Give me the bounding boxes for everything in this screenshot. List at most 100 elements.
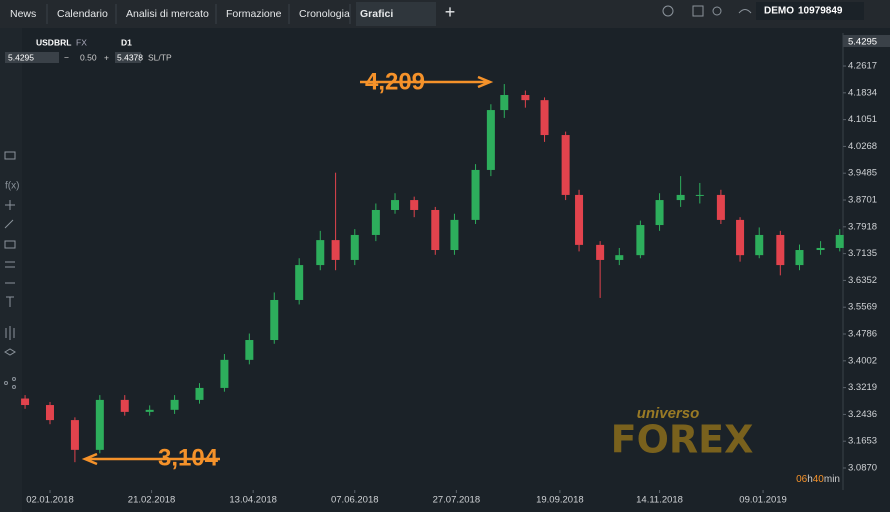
toolbar-minus[interactable]: −	[64, 52, 69, 62]
candle-body	[120, 399, 129, 412]
candle-body	[21, 398, 30, 406]
bid-box	[5, 52, 59, 63]
y-tick-label: 3.3219	[848, 382, 877, 393]
x-tick-label: 07.06.2018	[331, 495, 379, 506]
nav-tab[interactable]: Cronologia	[299, 8, 350, 20]
y-tick-label: 4.1051	[848, 114, 877, 125]
annotation: 3,104	[158, 444, 219, 471]
countdown-part: 40	[813, 474, 825, 485]
toolbar-timeframe[interactable]: D1	[121, 37, 132, 47]
candle-body	[145, 409, 154, 412]
toolbar-volume[interactable]: 0.50	[80, 52, 97, 62]
candle-body	[220, 359, 229, 388]
candle-body	[350, 234, 359, 260]
candle-body	[736, 219, 745, 256]
candle-body	[391, 200, 400, 210]
candle-body	[655, 200, 664, 226]
candle-body	[270, 299, 279, 341]
candle-body	[561, 135, 570, 195]
toolbar-market[interactable]: FX	[76, 37, 87, 47]
x-tick-label: 13.04.2018	[229, 495, 277, 506]
toolbar-icons	[4, 5, 752, 389]
candle-body	[486, 110, 495, 170]
countdown-part: min	[824, 474, 840, 485]
active-tab-bg	[356, 2, 436, 26]
candle-body	[835, 234, 844, 248]
candle-body	[471, 169, 480, 220]
x-tick-label: 02.01.2018	[26, 495, 74, 506]
annotation: 4,209	[365, 68, 425, 95]
countdown-part: h	[807, 474, 813, 485]
toolbar-bid[interactable]: 5.4295	[8, 52, 34, 62]
y-tick-label: 3.2436	[848, 409, 877, 420]
candle-body	[776, 234, 785, 266]
candle-body	[636, 225, 645, 256]
candle-body	[331, 240, 340, 260]
logo-main: FOREX	[611, 418, 754, 462]
y-tick-label: 3.9485	[848, 168, 877, 179]
logo-top: universo	[637, 405, 700, 422]
candle-body	[95, 399, 104, 450]
account-mode[interactable]: DEMO	[764, 6, 794, 17]
candle-body	[676, 194, 685, 201]
toolbar-sltp[interactable]: SL/TP	[148, 52, 172, 62]
y-tick-label: 3.4002	[848, 355, 877, 366]
candle-body	[500, 95, 509, 111]
candle-body	[695, 194, 704, 196]
countdown-part: 06	[796, 474, 808, 485]
toolbar-symbol[interactable]: USDBRL	[36, 37, 71, 47]
candle-body	[816, 247, 825, 251]
candle-body	[755, 234, 764, 256]
fx-icon: f(x)	[5, 181, 19, 192]
price-tag: 5.4295	[848, 37, 877, 48]
y-tick-label: 3.8701	[848, 195, 877, 206]
toolbar-plus[interactable]: +	[104, 52, 109, 62]
candle-body	[575, 194, 584, 245]
top-bar	[0, 0, 890, 28]
candle-body	[195, 387, 204, 400]
add-tab[interactable]: +	[445, 2, 456, 22]
nav-tab[interactable]: News	[10, 8, 36, 20]
candle-body	[716, 194, 725, 220]
candle-body	[596, 244, 605, 260]
candle-body	[170, 399, 179, 410]
nav-tab[interactable]: Grafici	[360, 8, 393, 20]
account-box	[756, 2, 864, 20]
x-tick-label: 19.09.2018	[536, 495, 584, 506]
y-tick-label: 3.7918	[848, 221, 877, 232]
candle-body	[295, 265, 304, 300]
y-tick-label: 3.0870	[848, 463, 877, 474]
y-tick-label: 4.1834	[848, 87, 877, 98]
account-number[interactable]: 10979849	[798, 6, 843, 17]
y-tick-label: 3.1653	[848, 436, 877, 447]
nav-tab[interactable]: Calendario	[57, 8, 108, 20]
ask-box	[115, 52, 141, 63]
price-tag-box	[843, 35, 890, 47]
y-tick-label: 3.5569	[848, 302, 877, 313]
y-tick-label: 4.0268	[848, 141, 877, 152]
countdown: 06h40min	[796, 474, 840, 485]
candle-body	[615, 255, 624, 260]
candle-body	[45, 405, 54, 421]
x-tick-label: 21.02.2018	[128, 495, 176, 506]
x-tick-label: 27.07.2018	[433, 495, 481, 506]
nav-tab[interactable]: Analisi di mercato	[126, 8, 209, 20]
y-tick-label: 3.4786	[848, 329, 877, 340]
nav-tab[interactable]: Formazione	[226, 8, 282, 20]
left-toolbar	[0, 28, 22, 512]
candle-body	[450, 219, 459, 251]
candle-body	[316, 240, 325, 266]
candle-body	[431, 209, 440, 251]
y-tick-label: 3.6352	[848, 275, 877, 286]
x-tick-label: 14.11.2018	[636, 495, 683, 506]
toolbar-ask[interactable]: 5.4378	[117, 52, 143, 62]
y-tick-label: 3.7135	[848, 248, 877, 259]
y-tick-label: 4.2617	[848, 61, 877, 72]
annotation-arrows	[81, 75, 494, 466]
candle-body	[540, 100, 549, 136]
candle-body	[70, 420, 79, 450]
candle-body	[410, 200, 419, 210]
candle-body	[521, 95, 530, 101]
